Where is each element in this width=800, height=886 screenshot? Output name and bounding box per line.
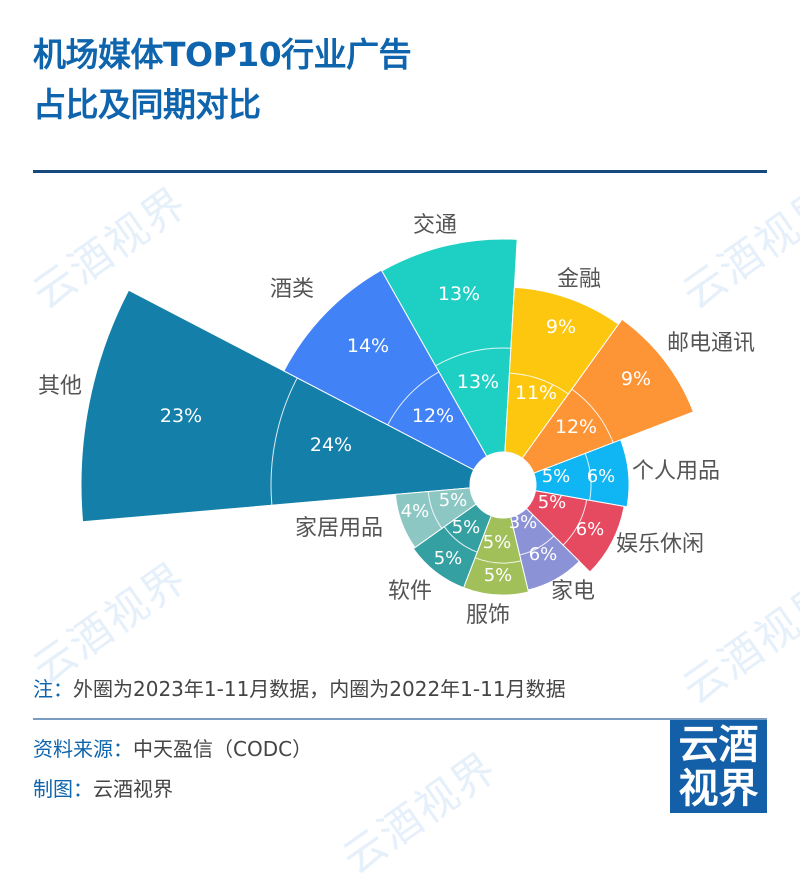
ring-divider <box>571 388 614 443</box>
inner-value-label: 24% <box>310 434 352 456</box>
outer-value-label: 5% <box>434 548 463 569</box>
category-label: 交通 <box>413 213 457 238</box>
ring-divider <box>584 453 592 501</box>
ring-divider <box>562 499 588 546</box>
category-label: 金融 <box>557 267 601 292</box>
outer-value-label: 6% <box>576 519 605 540</box>
note-label: 注： <box>33 677 73 701</box>
category-label: 服饰 <box>466 603 510 628</box>
inner-value-label: 5% <box>439 490 468 511</box>
outer-value-label: 9% <box>621 368 651 390</box>
outer-value-label: 4% <box>401 501 430 522</box>
logo-line-2: 视界 <box>678 765 759 812</box>
inner-value-label: 3% <box>509 512 538 533</box>
title-line-1: 机场媒体TOP10行业广告 <box>33 35 412 74</box>
logo-line-1: 云酒 <box>678 721 759 768</box>
outer-value-label: 6% <box>529 544 558 565</box>
note-text: 外圈为2023年1-11月数据，内圈为2022年1-11月数据 <box>73 677 566 701</box>
credit-text: 云酒视界 <box>93 777 173 801</box>
outer-value-label: 5% <box>484 565 513 586</box>
inner-value-label: 13% <box>457 371 499 393</box>
title-divider <box>33 170 767 173</box>
brand-logo: 云酒 视界 <box>670 720 767 813</box>
inner-value-label: 5% <box>542 466 571 487</box>
outer-value-label: 6% <box>587 466 616 487</box>
page-title: 机场媒体TOP10行业广告 占比及同期对比 <box>33 30 412 130</box>
ring-divider <box>443 526 478 553</box>
category-label: 酒类 <box>270 277 314 302</box>
source-text: 中天盈信（CODC） <box>133 737 313 761</box>
inner-value-label: 12% <box>412 405 454 427</box>
outer-value-label: 13% <box>438 283 480 305</box>
category-label: 家居用品 <box>295 516 383 541</box>
chart-note: 注：外圈为2023年1-11月数据，内圈为2022年1-11月数据 <box>33 673 566 702</box>
inner-value-label: 5% <box>483 532 512 553</box>
ring-divider <box>270 377 298 506</box>
category-label: 个人用品 <box>632 459 720 484</box>
rose-chart: 23% 24% 其他 14% 12% 酒类 13% 13% 交通 9% 11% 金融 9% 12% 邮电通讯… <box>38 213 755 628</box>
ring-divider <box>509 372 569 395</box>
category-label: 邮电通讯 <box>667 331 755 356</box>
ring-divider <box>435 347 511 367</box>
outer-value-label: 14% <box>347 335 389 357</box>
ring-divider <box>427 491 443 529</box>
credit-line: 制图：云酒视界 <box>33 773 173 802</box>
inner-value-label: 5% <box>452 517 481 538</box>
source-label: 资料来源： <box>33 737 133 761</box>
ring-divider <box>387 371 440 426</box>
inner-value-label: 12% <box>555 416 597 438</box>
credit-label: 制图： <box>33 777 93 801</box>
footer-divider <box>33 718 767 720</box>
category-label: 家电 <box>551 579 595 604</box>
category-label: 娱乐休闲 <box>616 532 704 557</box>
outer-value-label: 23% <box>160 405 202 427</box>
category-label: 其他 <box>38 374 82 399</box>
category-label: 软件 <box>388 579 432 604</box>
source-line: 资料来源：中天盈信（CODC） <box>33 733 312 762</box>
outer-value-label: 9% <box>546 316 576 338</box>
center-hole <box>470 452 536 518</box>
ring-divider <box>474 557 522 564</box>
inner-value-label: 5% <box>538 492 567 513</box>
inner-value-label: 11% <box>515 382 557 404</box>
title-line-2: 占比及同期对比 <box>33 85 261 124</box>
ring-divider <box>519 535 555 556</box>
